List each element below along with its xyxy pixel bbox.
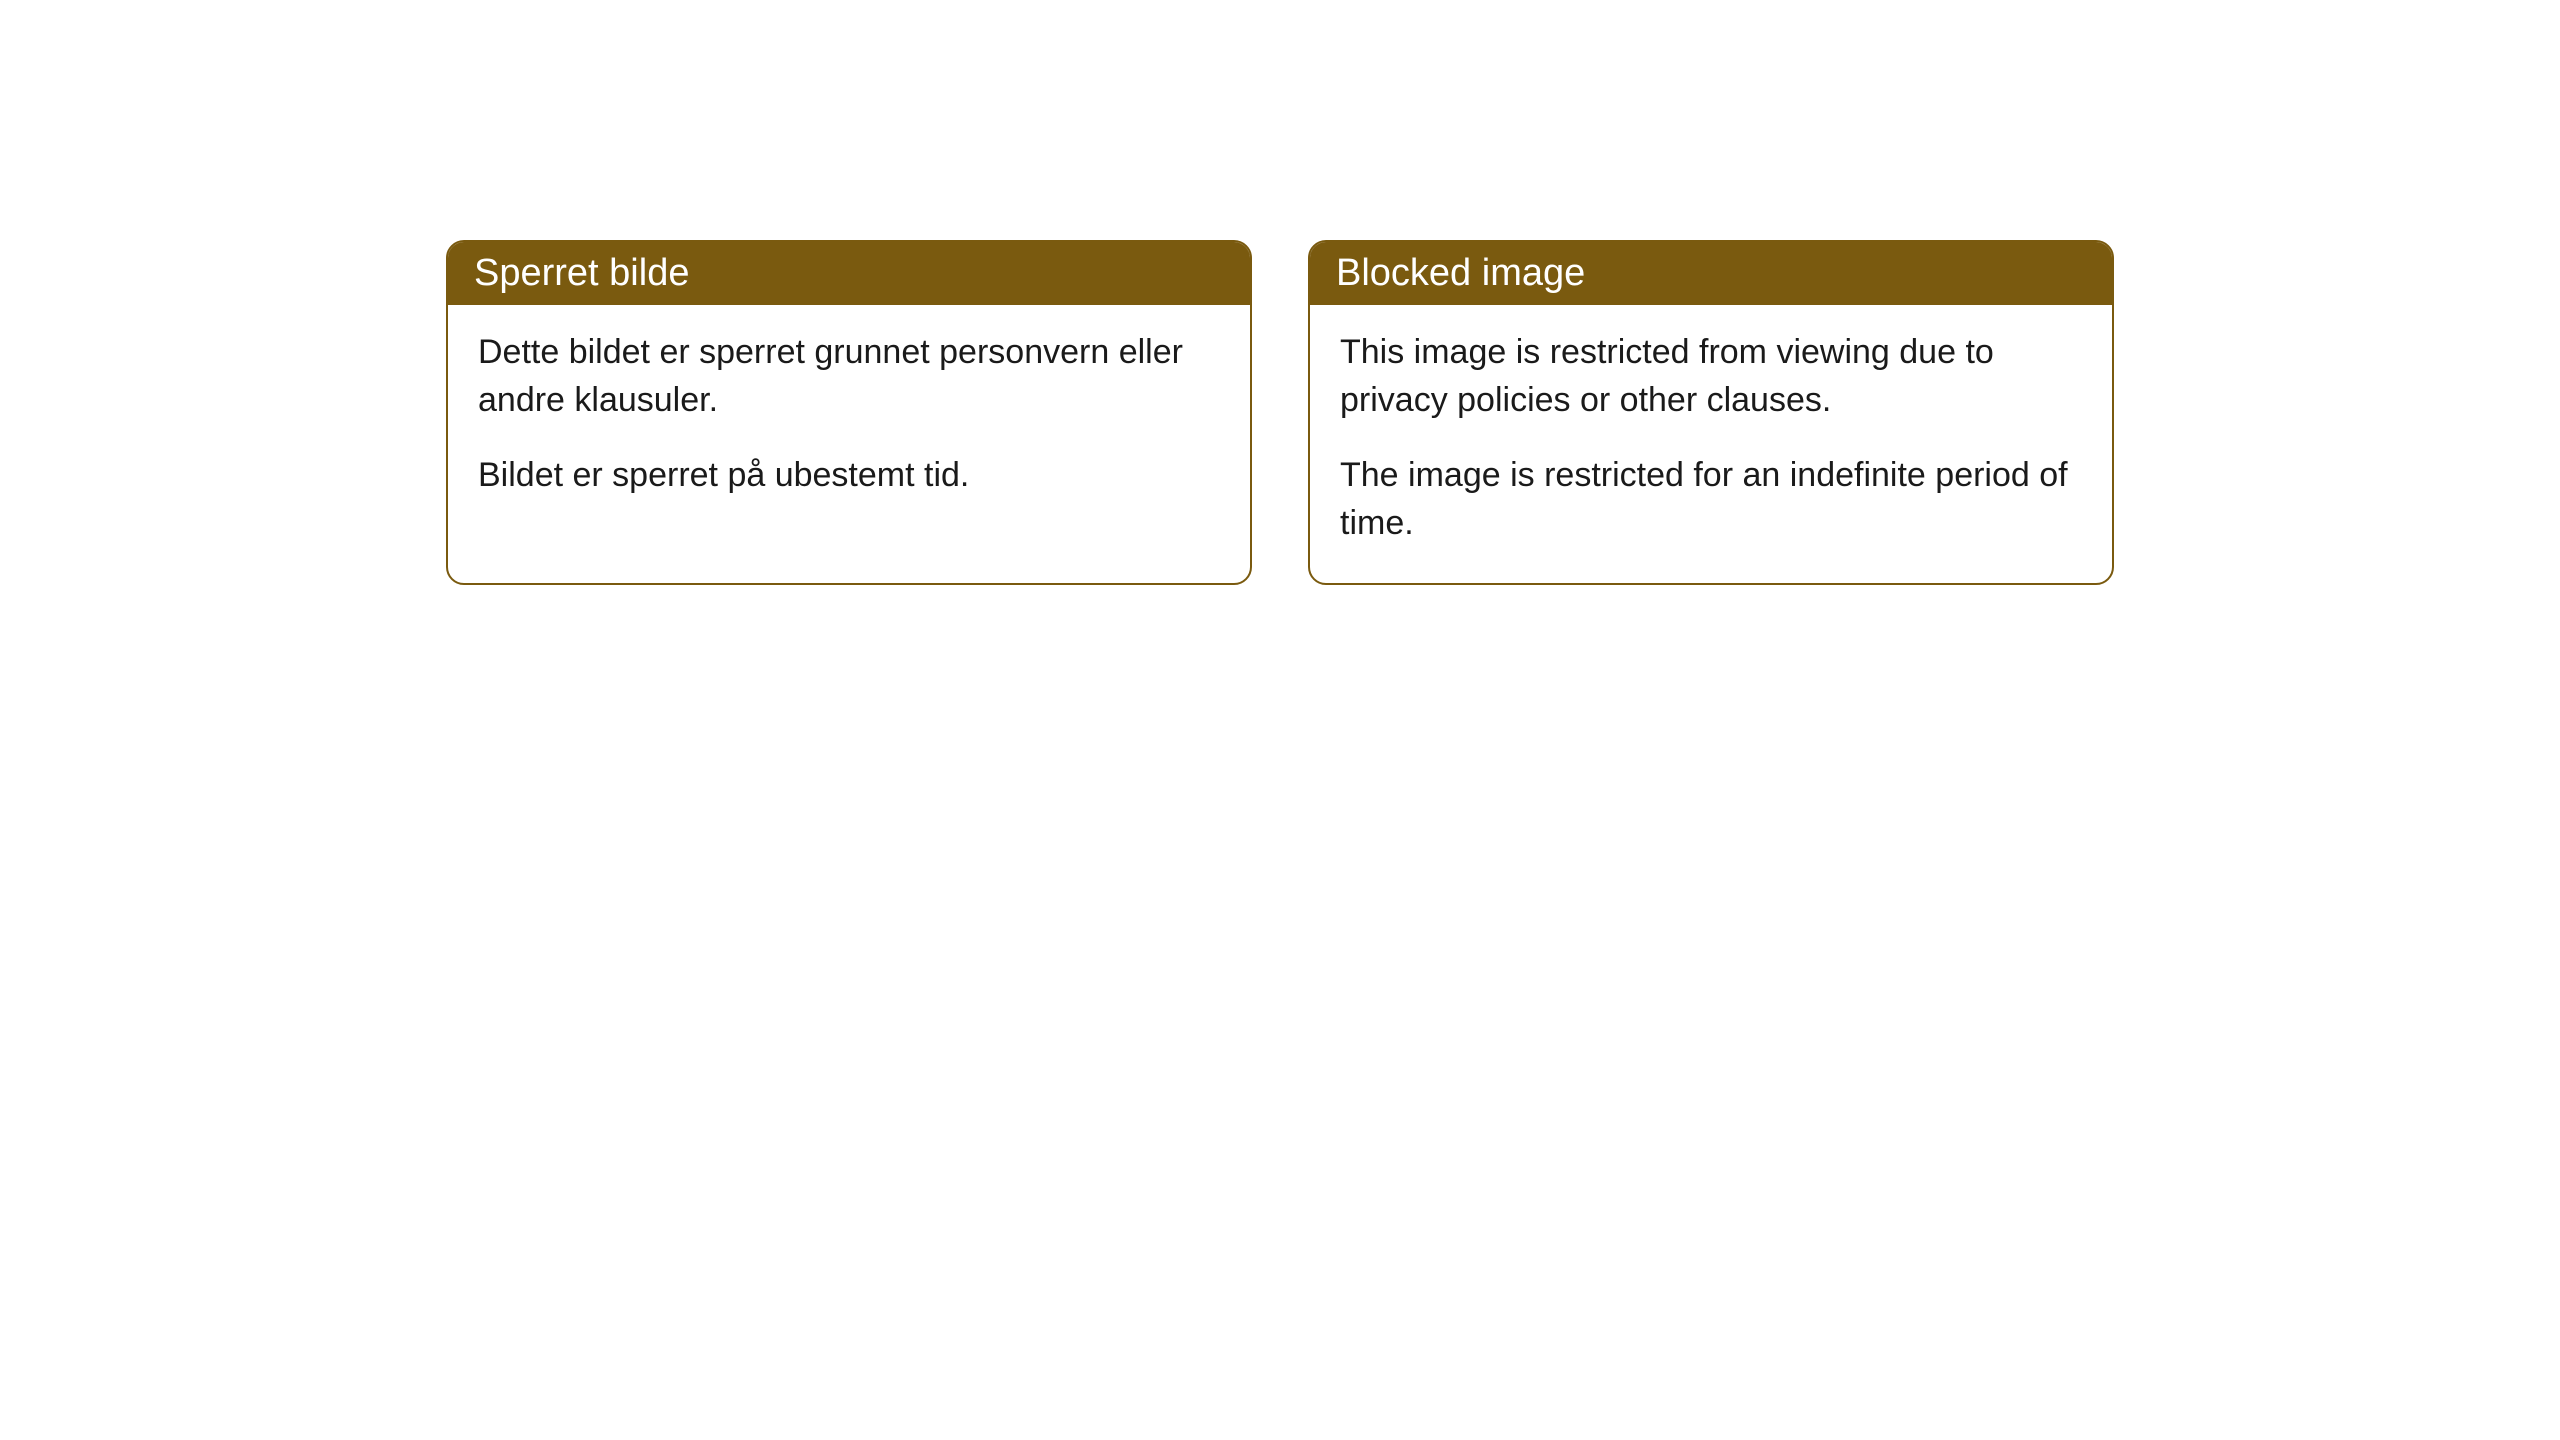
notice-card-norwegian: Sperret bilde Dette bildet er sperret gr… <box>446 240 1252 585</box>
notice-cards-container: Sperret bilde Dette bildet er sperret gr… <box>0 240 2560 585</box>
card-header: Blocked image <box>1310 242 2112 305</box>
card-body: Dette bildet er sperret grunnet personve… <box>448 305 1250 536</box>
card-title: Sperret bilde <box>474 252 689 294</box>
card-title: Blocked image <box>1336 252 1585 294</box>
card-header: Sperret bilde <box>448 242 1250 305</box>
card-paragraph: The image is restricted for an indefinit… <box>1340 452 2082 547</box>
notice-card-english: Blocked image This image is restricted f… <box>1308 240 2114 585</box>
card-paragraph: Dette bildet er sperret grunnet personve… <box>478 329 1220 424</box>
card-paragraph: This image is restricted from viewing du… <box>1340 329 2082 424</box>
card-body: This image is restricted from viewing du… <box>1310 305 2112 583</box>
card-paragraph: Bildet er sperret på ubestemt tid. <box>478 452 1220 500</box>
